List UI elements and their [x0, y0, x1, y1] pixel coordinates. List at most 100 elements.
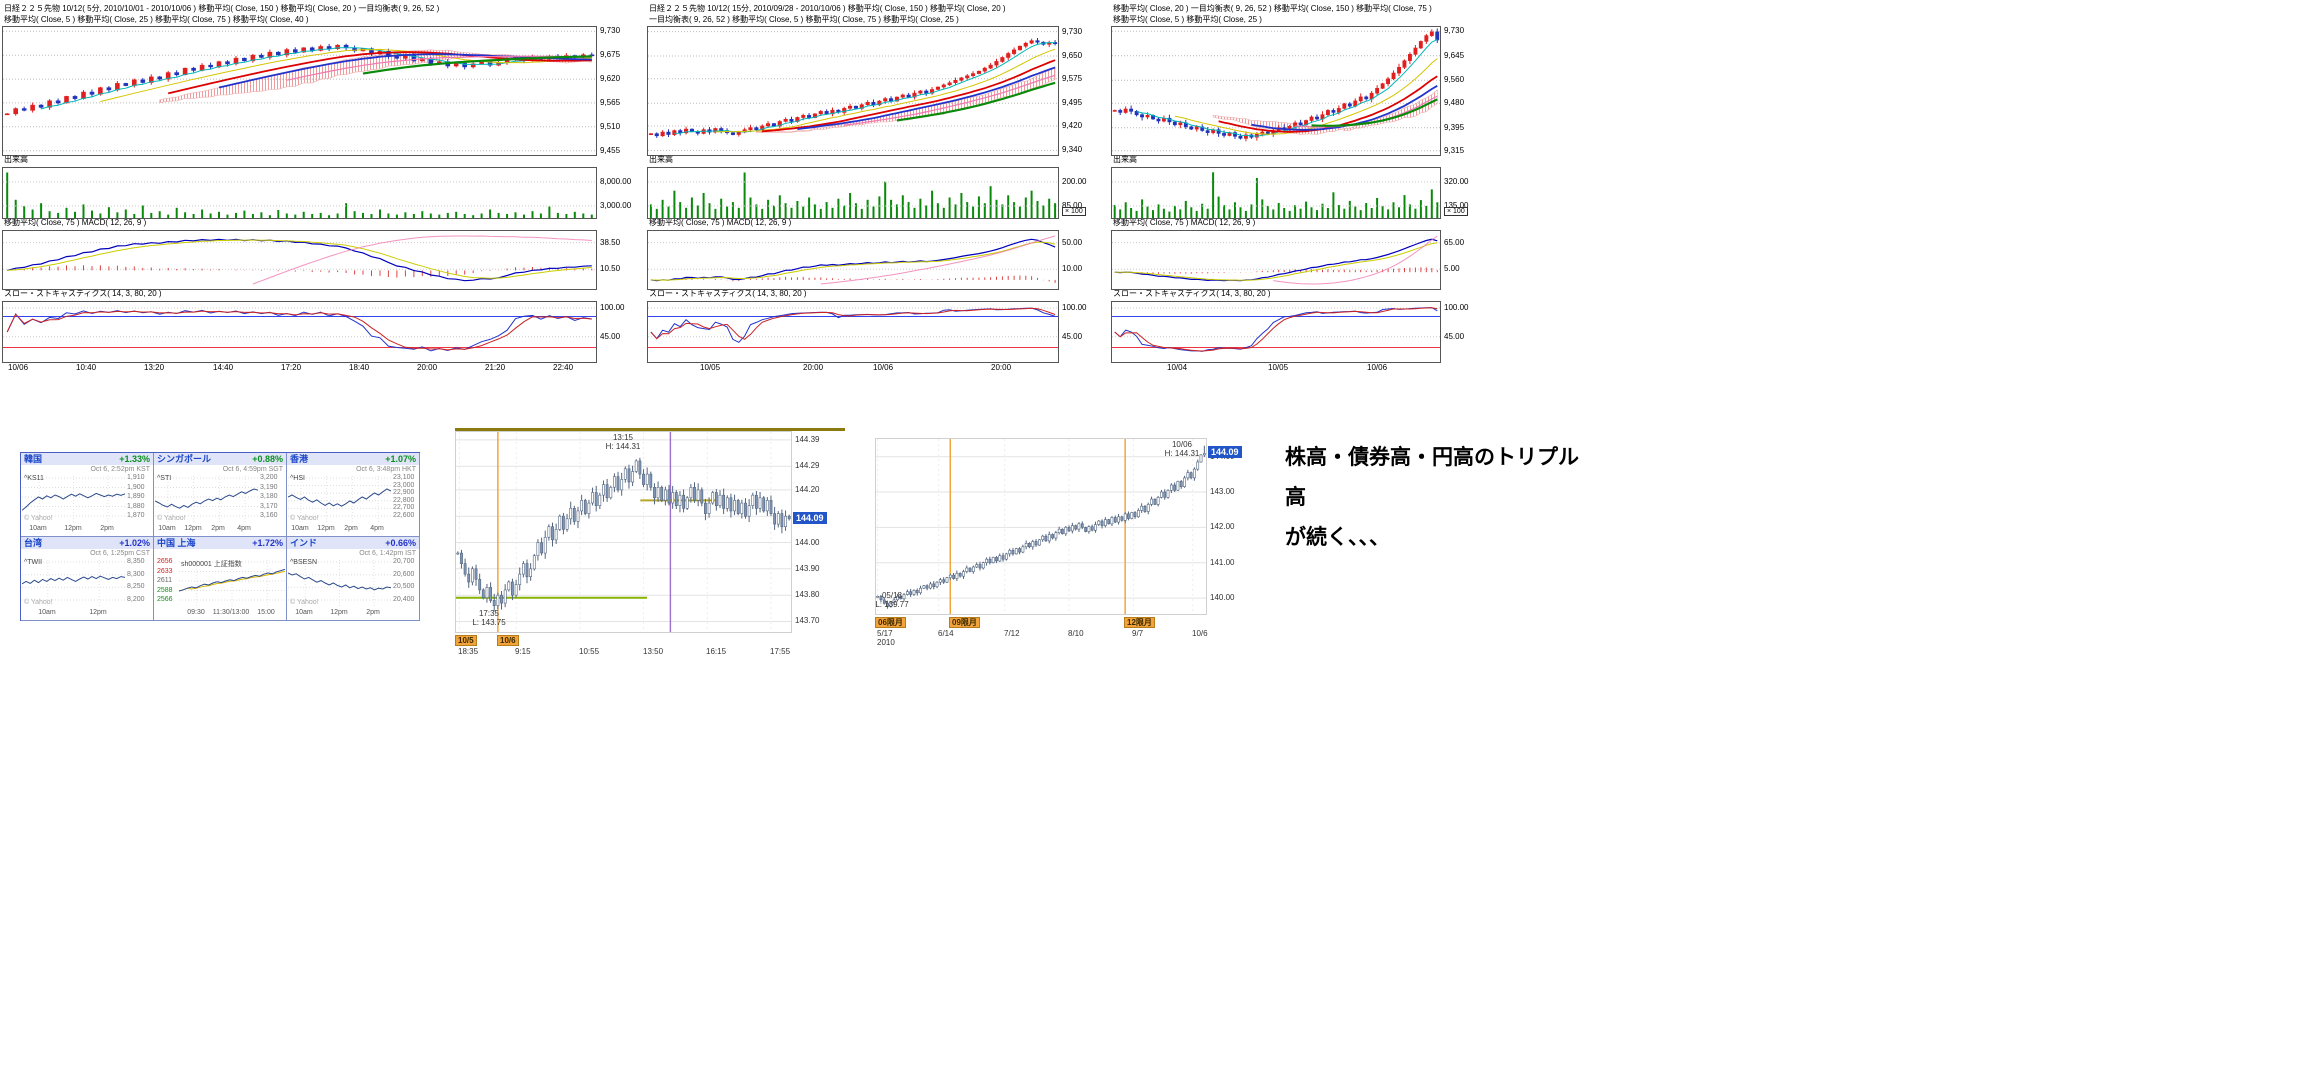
- widget-STI[interactable]: シンガポール +0.88% Oct 6, 4:59pm SGT 3,200 3,190 3…: [154, 453, 287, 537]
- mini-ytick: 3,190: [260, 484, 278, 491]
- contract-session-badge[interactable]: 06限月: [875, 617, 906, 628]
- axis-tick: 9,730: [1062, 26, 1083, 36]
- time-tick: 10/05: [700, 363, 721, 372]
- widget-sh000001[interactable]: 中国 上海 +1.72% 2656 2633 2611 2588 2566 sh000001 …: [154, 537, 287, 621]
- mini-chart[interactable]: 20,700 20,600 20,500 20,400: [288, 558, 418, 608]
- axis-tick: 9,650: [1062, 50, 1083, 60]
- price-plot[interactable]: [2, 26, 597, 156]
- volume-plot[interactable]: [1111, 167, 1441, 219]
- volume-plot[interactable]: [647, 167, 1059, 219]
- market-name-link[interactable]: シンガポール: [157, 454, 212, 464]
- contract-session-badge[interactable]: 12限月: [1124, 617, 1155, 628]
- widget-BSESN[interactable]: インド +0.66% Oct 6, 1:42pm IST 20,700 20,600 20…: [287, 537, 420, 621]
- time-tick: 20:00: [803, 363, 824, 372]
- bond-daily-chart-plot[interactable]: [875, 438, 1207, 615]
- stoch-plot[interactable]: [647, 301, 1059, 363]
- macd-plot[interactable]: [2, 230, 597, 290]
- x100-badge: × 100: [1062, 207, 1086, 216]
- x-tick: 10:55: [579, 647, 600, 656]
- y-tick: 144.00: [795, 537, 820, 547]
- mini-ytick: 23,100: [393, 474, 415, 481]
- mini-ytick: 1,890: [127, 493, 145, 500]
- mini-xtick: 10am: [158, 525, 176, 532]
- market-name-link[interactable]: 中国 上海: [157, 538, 196, 548]
- volume-label: 出来高: [649, 155, 673, 164]
- axis-tick: 10.50: [600, 264, 621, 274]
- mini-ytick: 23,000: [393, 482, 415, 489]
- x-tick: 8/10: [1068, 629, 1084, 638]
- x-tick: 5/17: [877, 629, 893, 638]
- time-tick: 20:00: [991, 363, 1012, 372]
- market-name-link[interactable]: 香港: [290, 454, 309, 464]
- market-name-link[interactable]: 韓国: [24, 454, 43, 464]
- y-tick: 143.00: [1210, 487, 1235, 497]
- axis-tick: 45.00: [1062, 331, 1083, 341]
- mini-chart[interactable]: 8,350 8,300 8,250 8,200: [22, 558, 152, 608]
- axis-tick: 9,560: [1444, 75, 1465, 85]
- axis-tick: 45.00: [600, 331, 621, 341]
- stoch-label: スロー・ストキャスティクス( 14, 3, 80, 20 ): [4, 289, 162, 298]
- panel-header-line2: 移動平均( Close, 5 ) 移動平均( Close, 25 ): [1113, 15, 1262, 24]
- volume-plot[interactable]: [2, 167, 597, 219]
- quote-time: Oct 6, 1:25pm CST: [90, 550, 150, 557]
- widget-HSI[interactable]: 香港 +1.07% Oct 6, 3:48pm HKT 23,100 23,000 22,…: [287, 453, 420, 537]
- widget-TWII[interactable]: 台湾 +1.02% Oct 6, 1:25pm CST 8,350 8,300 8,250…: [21, 537, 154, 621]
- bond-intraday-chart: 144.39144.29144.20144.10144.00143.90143.…: [455, 428, 845, 658]
- market-name-link[interactable]: インド: [290, 538, 318, 548]
- y-tick: 144.39: [795, 434, 820, 444]
- stoch-plot[interactable]: [2, 301, 597, 363]
- axis-tick: 9,675: [600, 50, 621, 60]
- price-plot[interactable]: [647, 26, 1059, 156]
- mini-ytick: 8,250: [127, 583, 145, 590]
- x-tick: 6/14: [938, 629, 954, 638]
- axis-tick: 100.00: [1062, 303, 1087, 312]
- note-price: H: 144.31: [1164, 449, 1200, 458]
- nikkei-panel-2: 日経２２５先物 10/12( 15分, 2010/09/28 - 2010/10…: [647, 2, 1111, 378]
- time-tick: 10:40: [76, 363, 97, 372]
- symbol-label: ^TWII: [24, 559, 43, 566]
- macd-label: 移動平均( Close, 75 ) MACD( 12, 26, 9 ): [649, 218, 792, 227]
- contract-session-badge[interactable]: 10/6: [497, 635, 519, 646]
- mini-chart[interactable]: 1,910 1,900 1,890 1,880 1,870: [22, 474, 152, 524]
- axis-tick: 9,420: [1062, 121, 1083, 131]
- mini-ytick: 1,900: [127, 484, 145, 491]
- x-tick: 9/7: [1132, 629, 1144, 638]
- mini-ytick: 1,910: [127, 474, 145, 481]
- time-tick: 10/06: [873, 363, 894, 372]
- mini-chart[interactable]: 23,100 23,000 22,900 22,800 22,700 22,600: [288, 474, 418, 524]
- stoch-plot[interactable]: [1111, 301, 1441, 363]
- note-price: L: 139.77: [875, 600, 909, 609]
- mini-xtick: 10am: [291, 525, 309, 532]
- y-tick: 140.00: [1210, 593, 1235, 603]
- mini-chart[interactable]: 3,200 3,190 3,180 3,170 3,160: [155, 474, 285, 524]
- symbol-label: ^HSI: [290, 475, 305, 482]
- mini-ytick: 3,200: [260, 474, 278, 481]
- price-plot[interactable]: [1111, 26, 1441, 156]
- widget-KS11[interactable]: 韓国 +1.33% Oct 6, 2:52pm KST 1,910 1,900 1,890…: [21, 453, 154, 537]
- bond-intraday-chart-plot[interactable]: [455, 431, 792, 633]
- mini-chart[interactable]: 2656 2633 2611 2588 2566: [155, 558, 285, 608]
- percent-change: +1.33%: [119, 454, 150, 464]
- low-annotation: 17:35 L: 143.75: [472, 609, 505, 627]
- time-tick: 22:40: [553, 363, 574, 372]
- mini-xtick: 10am: [295, 609, 313, 616]
- mini-xtick: 15:00: [257, 609, 275, 616]
- mini-ytick: 2566: [157, 596, 173, 603]
- contract-session-badge[interactable]: 10/5: [455, 635, 477, 646]
- mini-ytick: 20,700: [393, 558, 415, 565]
- time-tick: 14:40: [213, 363, 234, 372]
- market-name-link[interactable]: 台湾: [24, 538, 43, 548]
- macd-plot[interactable]: [1111, 230, 1441, 290]
- contract-session-badge[interactable]: 09限月: [949, 617, 980, 628]
- last-price-badge: 144.09: [793, 512, 827, 524]
- macd-plot[interactable]: [647, 230, 1059, 290]
- panel-header-line1: 日経２２５先物 10/12( 5分, 2010/10/01 - 2010/10/…: [4, 4, 440, 13]
- widget-header: 中国 上海 +1.72%: [154, 537, 286, 549]
- quote-time: Oct 6, 2:52pm KST: [90, 466, 150, 473]
- mini-ytick: 8,350: [127, 558, 145, 565]
- axis-tick: 9,510: [600, 121, 621, 131]
- volume-label: 出来高: [1113, 155, 1137, 164]
- mini-xtick: 4pm: [237, 525, 251, 532]
- note-time: 13:15: [612, 433, 634, 442]
